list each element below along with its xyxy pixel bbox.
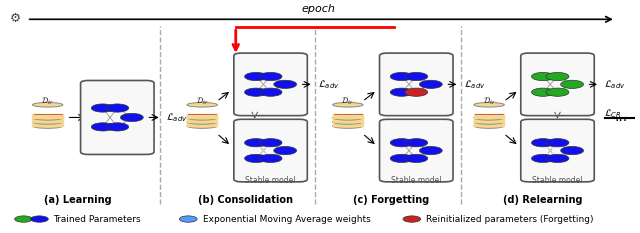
Circle shape: [532, 139, 554, 147]
Text: Exponential Moving Average weights: Exponential Moving Average weights: [203, 215, 371, 223]
Ellipse shape: [333, 120, 363, 124]
Text: $\mathcal{D}_{tr}$: $\mathcal{D}_{tr}$: [196, 95, 209, 107]
Circle shape: [405, 139, 428, 147]
Polygon shape: [333, 114, 363, 118]
Circle shape: [259, 88, 282, 96]
Circle shape: [244, 72, 268, 81]
Polygon shape: [187, 114, 218, 118]
Text: (b) Consolidation: (b) Consolidation: [198, 195, 292, 205]
Circle shape: [31, 216, 48, 222]
Circle shape: [405, 88, 428, 96]
Circle shape: [532, 72, 554, 81]
Polygon shape: [33, 118, 63, 122]
Circle shape: [546, 154, 569, 163]
Circle shape: [390, 139, 413, 147]
FancyBboxPatch shape: [380, 119, 453, 182]
Ellipse shape: [187, 103, 218, 107]
Ellipse shape: [33, 103, 63, 107]
Text: $\mathcal{D}_{tr}$: $\mathcal{D}_{tr}$: [41, 95, 54, 107]
Circle shape: [179, 216, 197, 222]
Circle shape: [259, 139, 282, 147]
Text: (d) Relearning: (d) Relearning: [503, 195, 582, 205]
FancyBboxPatch shape: [81, 80, 154, 154]
Text: Stable model: Stable model: [532, 175, 583, 185]
Ellipse shape: [187, 116, 218, 120]
Text: Stable model: Stable model: [391, 175, 442, 185]
Circle shape: [390, 154, 413, 163]
Polygon shape: [33, 114, 63, 118]
Polygon shape: [33, 122, 63, 126]
Circle shape: [274, 80, 296, 89]
Circle shape: [546, 139, 569, 147]
Ellipse shape: [474, 103, 504, 107]
Ellipse shape: [474, 124, 504, 128]
Text: ...: ...: [614, 110, 627, 124]
Circle shape: [15, 216, 33, 222]
Text: Trained Parameters: Trained Parameters: [53, 215, 141, 223]
Circle shape: [259, 72, 282, 81]
Circle shape: [419, 147, 442, 155]
Text: $\mathcal{D}_{tr}$: $\mathcal{D}_{tr}$: [483, 95, 495, 107]
Polygon shape: [333, 122, 363, 126]
Text: (a) Learning: (a) Learning: [44, 195, 111, 205]
Circle shape: [546, 88, 569, 96]
Circle shape: [244, 88, 268, 96]
Circle shape: [419, 80, 442, 89]
Circle shape: [403, 216, 420, 222]
Circle shape: [390, 88, 413, 96]
Circle shape: [92, 123, 114, 131]
Circle shape: [532, 154, 554, 163]
Text: Stable model: Stable model: [245, 175, 296, 185]
Circle shape: [405, 154, 428, 163]
Text: $\mathcal{L}_{adv}$: $\mathcal{L}_{adv}$: [604, 78, 626, 91]
Text: epoch: epoch: [301, 3, 335, 14]
FancyBboxPatch shape: [234, 53, 307, 116]
Circle shape: [546, 72, 569, 81]
Ellipse shape: [187, 120, 218, 124]
Circle shape: [532, 88, 554, 96]
Circle shape: [120, 113, 143, 122]
Circle shape: [405, 72, 428, 81]
Ellipse shape: [33, 124, 63, 128]
Ellipse shape: [33, 120, 63, 124]
Circle shape: [244, 154, 268, 163]
FancyBboxPatch shape: [380, 53, 453, 116]
Ellipse shape: [333, 103, 363, 107]
Polygon shape: [474, 122, 504, 126]
FancyBboxPatch shape: [234, 119, 307, 182]
FancyBboxPatch shape: [521, 119, 595, 182]
Polygon shape: [474, 114, 504, 118]
Polygon shape: [474, 118, 504, 122]
Text: $\mathcal{L}_{CR}$: $\mathcal{L}_{CR}$: [604, 108, 622, 120]
Ellipse shape: [474, 120, 504, 124]
Polygon shape: [187, 122, 218, 126]
FancyBboxPatch shape: [521, 53, 595, 116]
Ellipse shape: [333, 116, 363, 120]
Circle shape: [561, 147, 584, 155]
Text: $\mathcal{D}_{tr}$: $\mathcal{D}_{tr}$: [342, 95, 355, 107]
Circle shape: [274, 147, 296, 155]
Circle shape: [390, 72, 413, 81]
Circle shape: [561, 80, 584, 89]
Text: $\mathcal{L}_{adv}$: $\mathcal{L}_{adv}$: [166, 111, 188, 124]
Ellipse shape: [33, 116, 63, 120]
Ellipse shape: [333, 124, 363, 128]
Text: $\mathcal{L}_{adv}$: $\mathcal{L}_{adv}$: [464, 78, 485, 91]
Polygon shape: [187, 118, 218, 122]
Ellipse shape: [187, 124, 218, 128]
Text: (c) Forgetting: (c) Forgetting: [353, 195, 429, 205]
Circle shape: [106, 123, 129, 131]
Ellipse shape: [474, 116, 504, 120]
Circle shape: [106, 104, 129, 112]
Text: $\mathcal{L}_{adv}$: $\mathcal{L}_{adv}$: [318, 78, 340, 91]
Text: Reinitialized parameters (Forgetting): Reinitialized parameters (Forgetting): [426, 215, 593, 223]
Polygon shape: [333, 118, 363, 122]
Circle shape: [244, 139, 268, 147]
Circle shape: [259, 154, 282, 163]
Circle shape: [92, 104, 114, 112]
Text: ⚙: ⚙: [10, 12, 21, 25]
